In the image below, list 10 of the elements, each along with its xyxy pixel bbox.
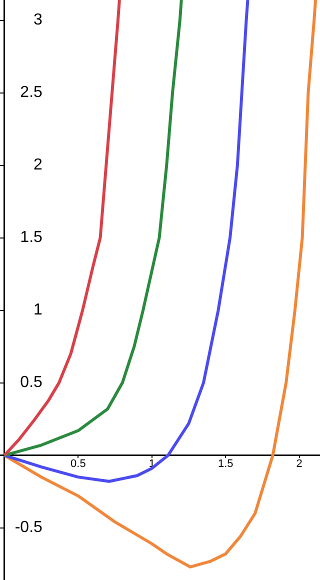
x-tick-label: 2: [296, 458, 302, 470]
y-tick-label: 1.5: [20, 229, 43, 246]
x-tick-label: 1.5: [218, 458, 234, 470]
y-tick-label: 2.5: [20, 84, 43, 102]
x-tick-label: 0.5: [70, 458, 86, 470]
y-tick-label: 3: [34, 12, 43, 29]
y-tick-label: -0.5: [14, 519, 43, 536]
y-tick-label: 2: [34, 156, 43, 174]
y-tick-label: 1: [34, 302, 43, 319]
y-tick-label: 0.5: [20, 374, 43, 392]
